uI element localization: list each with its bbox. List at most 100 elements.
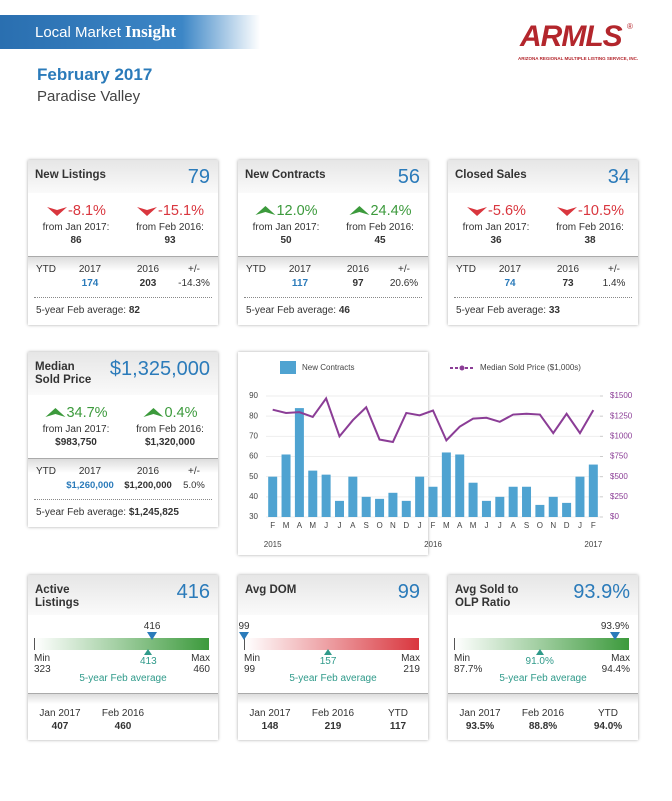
- card-value: 79: [187, 166, 210, 188]
- x-tick-label: S: [364, 521, 369, 530]
- dotted-rule: [34, 297, 212, 298]
- x-tick-label: S: [524, 521, 529, 530]
- current-label: 416: [143, 621, 161, 632]
- x-tick-label: M: [283, 521, 290, 530]
- footer-value: 219: [324, 721, 342, 732]
- ytd-band: [448, 256, 638, 271]
- ytd-value: 117: [291, 278, 309, 289]
- change-label: from Feb 2016:: [556, 222, 624, 233]
- card-header: [28, 160, 218, 193]
- arrow-shape: [557, 207, 578, 216]
- change-label: from Feb 2016:: [136, 222, 204, 233]
- arrow-shape: [45, 408, 66, 417]
- card-title: Avg Sold to OLP Ratio: [455, 584, 519, 609]
- ytd-header: YTD: [456, 264, 476, 275]
- bar: [388, 492, 398, 517]
- current-marker: [239, 632, 249, 640]
- change-value: 86: [70, 235, 82, 246]
- footer-band: [238, 693, 428, 704]
- x-tick-label: O: [537, 521, 543, 530]
- bar: [575, 476, 585, 517]
- change-pct: -8.1%: [68, 203, 106, 219]
- bar: [415, 476, 425, 517]
- ytd-value: 73: [562, 278, 574, 289]
- arrow-shape: [255, 206, 276, 215]
- average-label: 5-year Feb average: [499, 673, 587, 684]
- chart: 30 40 50 60 70 80 90 $0 $250 $500 $750 $1000 $1250 $1…: [249, 361, 633, 549]
- footer-band: [448, 693, 638, 704]
- footer-label: YTD: [388, 708, 408, 719]
- footer-value: 88.8%: [528, 721, 558, 732]
- card-header: [448, 575, 638, 615]
- stat-card: New Listings 79 -8.1% from Jan 2017: 86 -15.1…: [28, 160, 218, 325]
- up-arrow: [45, 408, 66, 417]
- card-header: [28, 575, 218, 615]
- min-label: Min: [454, 653, 471, 664]
- footer-value: 93.5%: [465, 721, 495, 732]
- max-value: 460: [193, 664, 210, 675]
- bar: [308, 470, 318, 517]
- up-arrow: [349, 206, 370, 215]
- legend-label: Median Sold Price ($1,000s): [480, 363, 581, 372]
- card-value: $1,325,000: [109, 358, 210, 380]
- average-row: 5-year Feb average: 82: [36, 305, 140, 316]
- bar: [548, 496, 558, 517]
- x-tick-label: J: [484, 521, 488, 530]
- average-label: 5-year Feb average:: [36, 507, 127, 518]
- ytd-header: YTD: [36, 466, 56, 477]
- max-label: Max: [401, 653, 420, 664]
- average-value: 91.0%: [525, 656, 554, 667]
- ytd-header: +/-: [188, 264, 200, 275]
- down-arrow: [467, 207, 488, 216]
- bar: [375, 498, 385, 517]
- change-label: from Jan 2017:: [462, 222, 530, 233]
- stat-card: New Contracts 56 12.0% from Jan 2017: 50 24.4…: [238, 160, 428, 325]
- x-tick-label: N: [550, 521, 556, 530]
- change-row: 12.0%: [254, 203, 318, 219]
- footer-label: Feb 2016: [101, 708, 145, 719]
- y2-tick-label: $250: [610, 492, 628, 501]
- change-pct: -15.1%: [158, 203, 204, 219]
- footer-label: Jan 2017: [39, 708, 81, 719]
- legend-swatch: [280, 361, 296, 374]
- gauge-bar: [244, 638, 419, 650]
- ytd-header: 2016: [556, 264, 580, 275]
- change-pct: 34.7%: [66, 405, 108, 421]
- ytd-header: 2016: [136, 466, 160, 477]
- average-row: 5-year Feb average: 46: [246, 305, 350, 316]
- change-value: 45: [374, 235, 386, 246]
- change-value: 36: [490, 235, 502, 246]
- stat-card: Median Sold Price $1,325,000 34.7% from Jan…: [28, 352, 218, 527]
- y2-tick-label: $1250: [610, 411, 633, 420]
- card-value: 93.9%: [573, 581, 630, 603]
- gauge-card: Active Listings 416 416 Min 323 Max 460 413 5-ye…: [28, 575, 218, 740]
- y2-tick-label: $1500: [610, 391, 633, 400]
- card-header: [448, 160, 638, 193]
- x-tick-label: D: [564, 521, 570, 530]
- arrow-shape: [467, 207, 488, 216]
- change-value: 50: [280, 235, 292, 246]
- change-row: -10.5%: [556, 203, 624, 219]
- ytd-header: 2017: [78, 264, 102, 275]
- x-tick-label: A: [510, 521, 516, 530]
- ytd-value: $1,200,000: [124, 480, 172, 491]
- average-marker: [535, 649, 544, 655]
- average-marker: [144, 649, 153, 655]
- footer-label: Jan 2017: [249, 708, 291, 719]
- card-header: [238, 160, 428, 193]
- bar: [441, 452, 451, 517]
- current-marker: [610, 632, 620, 640]
- change-value: 93: [164, 235, 176, 246]
- bar: [361, 496, 371, 517]
- footer-value: 117: [389, 721, 407, 732]
- banner: [0, 15, 260, 49]
- card-value: 34: [607, 166, 630, 188]
- down-arrow: [137, 207, 158, 216]
- max-label: Max: [611, 653, 630, 664]
- arrow-shape: [349, 206, 370, 215]
- y-tick-label: 40: [249, 492, 258, 501]
- ytd-header: 2017: [78, 466, 102, 477]
- footer-label: Feb 2016: [311, 708, 355, 719]
- up-arrow: [143, 408, 164, 417]
- max-label: Max: [191, 653, 210, 664]
